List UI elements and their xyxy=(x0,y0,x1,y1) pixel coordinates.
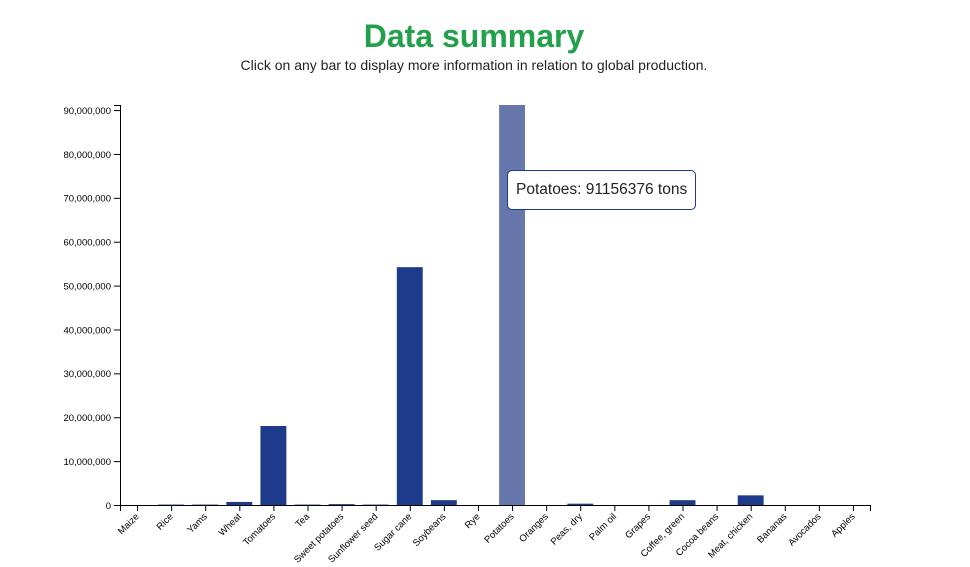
x-axis-line xyxy=(120,505,871,511)
y-tick-label: 80,000,000 xyxy=(63,150,111,161)
y-tick-label: 40,000,000 xyxy=(63,325,111,336)
x-tick-label: Tomatoes xyxy=(241,511,278,548)
x-tick-label: Oranges xyxy=(517,511,551,545)
y-tick-label: 10,000,000 xyxy=(63,457,111,468)
x-tick-label: Peas, dry xyxy=(549,511,585,547)
bar[interactable] xyxy=(430,500,457,505)
y-tick-label: 30,000,000 xyxy=(63,369,111,380)
x-tick-label: Palm oil xyxy=(587,511,619,543)
x-tick-label: Apples xyxy=(829,511,857,539)
x-tick-label: Tea xyxy=(294,511,313,530)
y-axis-line xyxy=(114,105,121,506)
x-tick-label: Soybeans xyxy=(411,511,449,549)
x-tick-label: Bananas xyxy=(755,511,789,545)
bar[interactable] xyxy=(328,504,355,505)
x-tick-label: Yams xyxy=(185,511,210,536)
x-tick-label: Potatoes xyxy=(482,511,516,545)
bar-tooltip: Potatoes: 91156376 tons xyxy=(507,170,697,210)
bar[interactable] xyxy=(669,500,696,505)
y-tick-label: 60,000,000 xyxy=(63,238,111,249)
y-tick-label: 70,000,000 xyxy=(63,194,111,205)
bar[interactable] xyxy=(260,426,287,505)
page-subtitle: Click on any bar to display more informa… xyxy=(240,57,708,73)
bar[interactable] xyxy=(396,267,423,505)
bar[interactable] xyxy=(567,503,594,505)
y-tick-label: 20,000,000 xyxy=(63,413,111,424)
bar[interactable] xyxy=(226,501,253,505)
bar[interactable] xyxy=(499,105,525,505)
x-tick-label: Avocados xyxy=(786,511,823,548)
x-tick-label: Rice xyxy=(155,511,176,532)
y-tick-label: 50,000,000 xyxy=(63,281,111,292)
y-tick-label: 90,000,000 xyxy=(63,106,111,117)
x-tick-label: Maize xyxy=(116,511,142,537)
page-title: Data summary xyxy=(363,18,585,54)
x-tick-label: Wheat xyxy=(217,511,244,538)
bar[interactable] xyxy=(737,495,764,505)
x-tick-label: Grapes xyxy=(623,511,653,541)
y-tick-label: 0 xyxy=(106,501,111,512)
x-tick-label: Rye xyxy=(463,511,483,531)
